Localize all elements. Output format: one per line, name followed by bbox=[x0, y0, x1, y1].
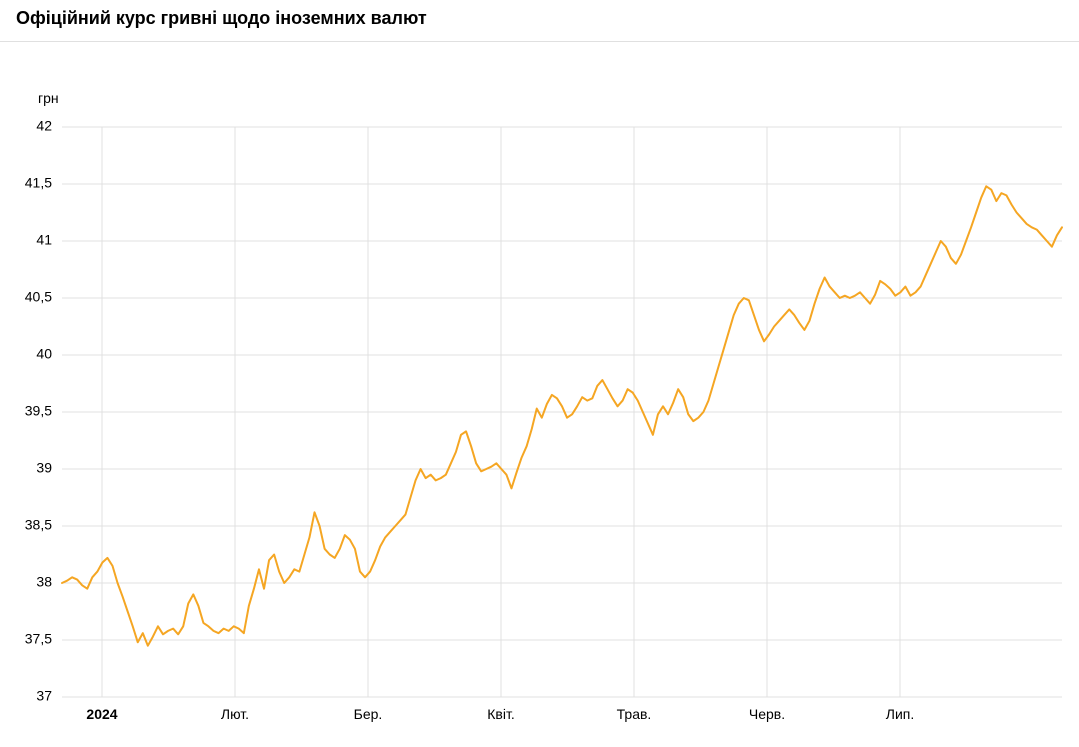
svg-text:Бер.: Бер. bbox=[354, 706, 383, 722]
svg-text:Лип.: Лип. bbox=[886, 706, 914, 722]
svg-text:41: 41 bbox=[36, 232, 52, 248]
svg-text:41,5: 41,5 bbox=[25, 175, 52, 191]
chart-title: Офіційний курс гривні щодо іноземних вал… bbox=[0, 0, 1079, 41]
svg-text:грн: грн bbox=[38, 90, 59, 106]
svg-text:40,5: 40,5 bbox=[25, 289, 52, 305]
svg-text:42: 42 bbox=[36, 118, 52, 134]
svg-text:Черв.: Черв. bbox=[749, 706, 785, 722]
svg-text:Трав.: Трав. bbox=[617, 706, 652, 722]
svg-text:2024: 2024 bbox=[86, 706, 117, 722]
svg-text:Квіт.: Квіт. bbox=[487, 706, 514, 722]
svg-text:39,5: 39,5 bbox=[25, 403, 52, 419]
svg-text:37,5: 37,5 bbox=[25, 631, 52, 647]
line-chart-svg: 37 37,5 38 38,5 39 39,5 40 40,5 41 41,5 42 грн 2024 Л… bbox=[0, 42, 1079, 742]
svg-text:37: 37 bbox=[36, 688, 52, 704]
svg-text:38: 38 bbox=[36, 574, 52, 590]
chart-area: 37 37,5 38 38,5 39 39,5 40 40,5 41 41,5 42 грн 2024 Л… bbox=[0, 42, 1079, 742]
svg-text:39: 39 bbox=[36, 460, 52, 476]
svg-text:38,5: 38,5 bbox=[25, 517, 52, 533]
svg-text:Лют.: Лют. bbox=[221, 706, 249, 722]
svg-text:40: 40 bbox=[36, 346, 52, 362]
